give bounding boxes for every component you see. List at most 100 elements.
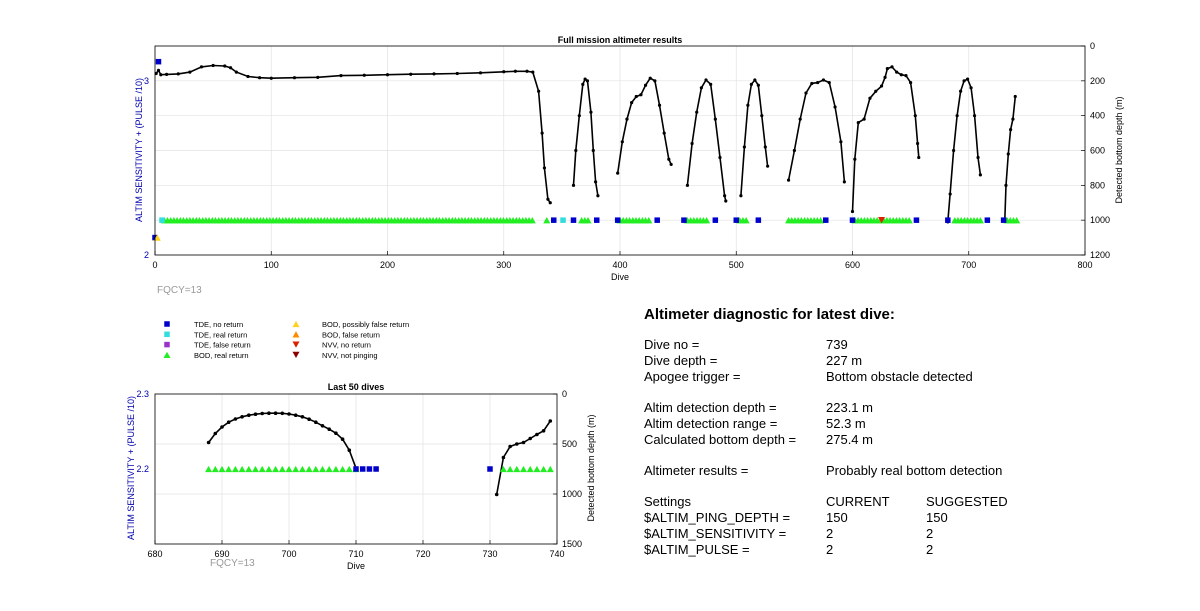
bottom-depth-point [839, 140, 843, 144]
ping-depth-label: $ALTIM_PING_DEPTH = [644, 510, 791, 525]
sensitivity-row: $ALTIM_SENSITIVITY = 2 2 [644, 526, 1184, 542]
bottom-depth-point [300, 415, 305, 419]
settings-label: Settings [644, 494, 691, 509]
bottom-depth-point [885, 67, 889, 71]
tde-no-return-marker [913, 217, 920, 223]
bottom-depth-point [978, 173, 982, 177]
small-markers [205, 465, 554, 473]
bottom-depth-point [240, 415, 244, 419]
bottom-depth-point [634, 94, 638, 99]
bod-real-return-marker [905, 217, 913, 224]
main-x-tick-label: 200 [380, 260, 395, 270]
det-range-value: 52.3 m [826, 416, 866, 431]
bottom-depth-point [853, 157, 857, 161]
sensitivity-suggested: 2 [926, 526, 934, 541]
bottom-depth-point [340, 437, 345, 442]
bottom-depth-line [207, 412, 357, 469]
bottom-depth-point [630, 101, 634, 105]
bottom-depth-line [740, 78, 769, 196]
small-y-right-tick-label: 1000 [562, 489, 582, 499]
bottom-depth-point [756, 83, 760, 87]
results-row: Altimeter results = Probably real bottom … [644, 463, 1184, 479]
bod-real-return-marker [645, 217, 653, 224]
bod-real-return-marker [506, 465, 514, 473]
legend-marker-square [164, 341, 170, 348]
det-depth-row: Altim detection depth = 223.1 m [644, 400, 1184, 416]
bottom-depth-point [662, 131, 666, 135]
bottom-depth-point [362, 73, 366, 77]
bod-real-return-marker [513, 465, 521, 473]
bottom-depth-point [804, 91, 808, 95]
bottom-depth-point [1013, 94, 1017, 99]
bottom-depth-point [766, 164, 770, 168]
det-range-row: Altim detection range = 52.3 m [644, 416, 1184, 432]
tde-real-return-marker [560, 217, 566, 223]
bottom-depth-point [478, 71, 483, 75]
small-x-label: Dive [347, 561, 365, 571]
legend-marker-square [164, 331, 170, 338]
bottom-depth-point [176, 72, 180, 76]
bod-real-return-marker [520, 465, 527, 473]
bottom-depth-point [798, 117, 802, 121]
bottom-depth-point [385, 73, 390, 77]
bottom-depth-line [572, 77, 599, 196]
main-x-label: Dive [611, 272, 629, 282]
tde-no-return-marker [155, 58, 162, 65]
dive-no-value: 739 [826, 337, 848, 352]
main-y-right-tick-label: 0 [1090, 41, 1095, 51]
tde-no-return-marker [570, 217, 577, 223]
bottom-depth-line [155, 64, 551, 204]
main-y-right-tick-label: 1200 [1090, 250, 1110, 260]
settings-header-row: Settings CURRENT SUGGESTED [644, 494, 1184, 510]
bottom-depth-point [965, 77, 970, 81]
bottom-depth-point [955, 114, 959, 118]
bottom-depth-point [280, 411, 285, 416]
bottom-depth-point [810, 81, 814, 86]
bottom-depth-point [786, 178, 791, 182]
bod-real-return-marker [742, 217, 750, 224]
suggested-header: SUGGESTED [926, 494, 1008, 509]
pulse-suggested: 2 [926, 542, 934, 557]
pulse-label: $ALTIM_PULSE = [644, 542, 750, 557]
bod-real-return-marker [225, 465, 233, 473]
ping-depth-row: $ALTIM_PING_DEPTH = 150 150 [644, 510, 1184, 526]
small-y-left-tick-label: 2.2 [136, 464, 149, 474]
bottom-depth-point [409, 72, 413, 76]
bottom-depth-point [850, 209, 855, 214]
results-value: Probably real bottom detection [826, 463, 1003, 478]
dive-no-label: Dive no = [644, 337, 700, 352]
bottom-depth-point [347, 448, 352, 453]
bottom-depth-point [585, 79, 590, 83]
small-x-tick-label: 730 [482, 549, 497, 559]
bod-possibly-false-marker [153, 234, 161, 241]
bod-real-return-marker [325, 465, 333, 473]
last-50-dives-chart: Last 50 dives Dive ALTIM SENSITIVITY + (… [126, 382, 596, 571]
bottom-depth-point [890, 65, 894, 69]
bod-real-return-marker [265, 465, 273, 473]
legend-label: NVV, not pinging [322, 351, 378, 360]
small-x-tick-label: 710 [348, 549, 363, 559]
dive-depth-row: Dive depth = 227 m [644, 353, 1184, 369]
small-y-right-tick-label: 0 [562, 389, 567, 399]
bod-real-return-marker [528, 217, 536, 224]
bottom-depth-point [749, 82, 753, 86]
tde-no-return-marker [755, 217, 762, 223]
small-y-left-tick-label: 2.3 [136, 389, 149, 399]
small-x-tick-label: 740 [549, 549, 564, 559]
bottom-depth-point [976, 155, 980, 160]
bottom-depth-point [508, 444, 512, 449]
tde-no-return-marker [353, 466, 359, 472]
bottom-depth-point [188, 70, 192, 74]
bottom-depth-point [704, 78, 708, 82]
bottom-depth-point [746, 103, 750, 107]
bottom-depth-point [537, 89, 541, 93]
tde-no-return-marker [487, 466, 493, 472]
bottom-depth-point [327, 427, 332, 432]
bottom-depth-point [620, 140, 624, 144]
tde-no-return-marker [984, 217, 991, 223]
legend-marker-triangle [163, 351, 171, 359]
bottom-depth-point [258, 76, 262, 80]
main-y-right-tick-label: 200 [1090, 76, 1105, 86]
sensitivity-label: $ALTIM_SENSITIVITY = [644, 526, 787, 541]
